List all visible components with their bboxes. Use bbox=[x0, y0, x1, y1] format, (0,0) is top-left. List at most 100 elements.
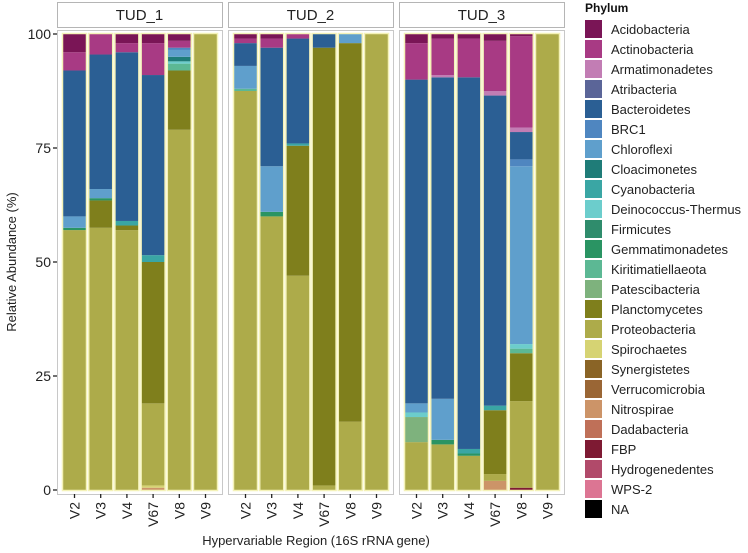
legend-label: Proteobacteria bbox=[611, 321, 696, 337]
legend-label: FBP bbox=[611, 441, 637, 457]
bar-outline bbox=[232, 32, 259, 492]
bar-segment-proteobacteria bbox=[141, 403, 165, 486]
bar-segment-deinococcus-thermus bbox=[509, 344, 533, 349]
bar-segment-chloroflexi bbox=[260, 166, 284, 212]
bar-tud-2-v67 bbox=[311, 32, 337, 492]
bar-segment-nitrospirae bbox=[483, 480, 507, 490]
legend-swatch bbox=[585, 440, 602, 458]
y-tick-label: 0 bbox=[43, 482, 51, 498]
legend-items: Acidobacteria Actinobacteria Armatimonadet… bbox=[580, 19, 748, 519]
legend-item-armatimonadetes: Armatimonadetes bbox=[585, 59, 748, 79]
y-axis-title: Relative Abundance (%) bbox=[4, 192, 19, 331]
bar-segment-chloroflexi bbox=[431, 398, 455, 440]
legend-item-bacteroidetes: Bacteroidetes bbox=[585, 99, 748, 119]
bar-segment-proteobacteria bbox=[365, 34, 388, 490]
bar-segment-actinobacteria bbox=[405, 43, 428, 80]
legend-label: Nitrospirae bbox=[611, 401, 674, 417]
bar-segment-proteobacteria bbox=[260, 216, 284, 490]
legend-label: Gemmatimonadetes bbox=[611, 241, 729, 257]
facet-strip-label: TUD_3 bbox=[458, 7, 506, 24]
bar-segment-cyanobacteria bbox=[141, 255, 165, 262]
bar-segment-brc1 bbox=[509, 159, 533, 167]
bar-segment-actinobacteria bbox=[509, 36, 533, 128]
bar-segment-actinobacteria bbox=[260, 38, 284, 48]
legend-item-acidobacteria: Acidobacteria bbox=[585, 19, 748, 39]
bar-segment-planctomycetes bbox=[338, 43, 362, 422]
bar-segment-bacteroidetes bbox=[405, 79, 428, 404]
legend-swatch bbox=[585, 120, 602, 138]
bar-segment-proteobacteria bbox=[431, 444, 455, 490]
legend-label: BRC1 bbox=[611, 121, 646, 137]
bar-tud-3-v3 bbox=[429, 32, 456, 492]
x-axis-title: Hypervariable Region (16S rRNA gene) bbox=[202, 533, 430, 548]
bar-segment-actinobacteria bbox=[89, 34, 113, 55]
legend-item-firmicutes: Firmicutes bbox=[585, 219, 748, 239]
facet-strip-label: TUD_1 bbox=[116, 7, 164, 24]
bar-segment-actinobacteria bbox=[115, 43, 139, 53]
bar-tud-3-v67 bbox=[482, 32, 508, 492]
bar-tud-1-v3 bbox=[87, 32, 114, 492]
bar-outline bbox=[429, 32, 456, 492]
legend-item-deinococcus-thermus: Deinococcus-Thermus bbox=[585, 199, 748, 219]
bar-tud-1-v8 bbox=[166, 32, 193, 492]
legend-label: Acidobacteria bbox=[611, 21, 690, 37]
legend-swatch bbox=[585, 500, 602, 518]
legend-item-proteobacteria: Proteobacteria bbox=[585, 319, 748, 339]
legend-item-kiritimatiellaeota: Kiritimatiellaeota bbox=[585, 259, 748, 279]
bar-outline bbox=[285, 32, 311, 492]
bar-segment-cyanobacteria bbox=[115, 220, 139, 226]
bar-segment-chloroflexi bbox=[89, 189, 113, 199]
x-tick-label: V4 bbox=[119, 502, 135, 519]
legend-label: Chloroflexi bbox=[611, 141, 673, 157]
bar-segment-acidobacteria bbox=[141, 34, 165, 44]
bar-segment-actinobacteria bbox=[457, 38, 481, 78]
bar-outline bbox=[140, 32, 166, 492]
bar-segment-planctomycetes bbox=[141, 262, 165, 404]
bar-segment-actinobacteria bbox=[63, 52, 86, 71]
bar-segment-bacteroidetes bbox=[63, 70, 86, 217]
legend-swatch bbox=[585, 40, 602, 58]
bar-outline bbox=[337, 32, 364, 492]
bar-segment-planctomycetes bbox=[509, 353, 533, 402]
x-tick-label: V67 bbox=[487, 502, 503, 527]
legend-swatch bbox=[585, 60, 602, 78]
legend-label: Dadabacteria bbox=[611, 421, 689, 437]
bar-segment-bacteroidetes bbox=[89, 54, 113, 190]
y-tick-label: 50 bbox=[35, 254, 51, 270]
bar-segment-cyanobacteria bbox=[457, 448, 481, 454]
bar-outline bbox=[534, 32, 561, 492]
x-tick-label: V4 bbox=[461, 502, 477, 519]
legend-item-verrucomicrobia: Verrucomicrobia bbox=[585, 379, 748, 399]
legend-swatch bbox=[585, 340, 602, 358]
x-tick-label: V3 bbox=[435, 502, 451, 519]
bar-segment-planctomycetes bbox=[286, 145, 310, 276]
bar-outline bbox=[258, 32, 285, 492]
bar-segment-deinococcus-thermus bbox=[167, 61, 191, 64]
bar-segment-actinobacteria bbox=[167, 40, 191, 48]
bar-segment-chloroflexi bbox=[63, 216, 86, 228]
x-tick-label: V8 bbox=[171, 502, 187, 519]
bar-segment-cyanobacteria bbox=[483, 405, 507, 411]
bar-segment-actinobacteria bbox=[141, 43, 165, 76]
bar-segment-gemmatimonadetes bbox=[457, 453, 481, 456]
legend-swatch bbox=[585, 400, 602, 418]
legend-item-na: NA bbox=[585, 499, 748, 519]
legend-swatch bbox=[585, 140, 602, 158]
legend: Phylum Acidobacteria Actinobacteria Armati… bbox=[580, 0, 748, 519]
legend-swatch bbox=[585, 360, 602, 378]
facet-strip bbox=[228, 2, 394, 28]
bar-segment-bacteroidetes bbox=[234, 43, 257, 66]
bar-tud-3-v2 bbox=[403, 32, 430, 492]
bar-segment-chloroflexi bbox=[509, 166, 533, 345]
bar-tud-2-v3 bbox=[258, 32, 285, 492]
bar-segment-acidobacteria bbox=[431, 34, 455, 39]
legend-label: Verrucomicrobia bbox=[611, 381, 705, 397]
legend-label: Deinococcus-Thermus bbox=[611, 201, 742, 217]
x-tick-label: V2 bbox=[409, 502, 425, 519]
legend-item-gemmatimonadetes: Gemmatimonadetes bbox=[585, 239, 748, 259]
facet-panel-tud-3: TUD_3 V2 V3 V4 V67 V8 V9 bbox=[399, 2, 565, 527]
bar-tud-2-v8 bbox=[337, 32, 364, 492]
legend-label: Kiritimatiellaeota bbox=[611, 261, 707, 277]
legend-swatch bbox=[585, 280, 602, 298]
